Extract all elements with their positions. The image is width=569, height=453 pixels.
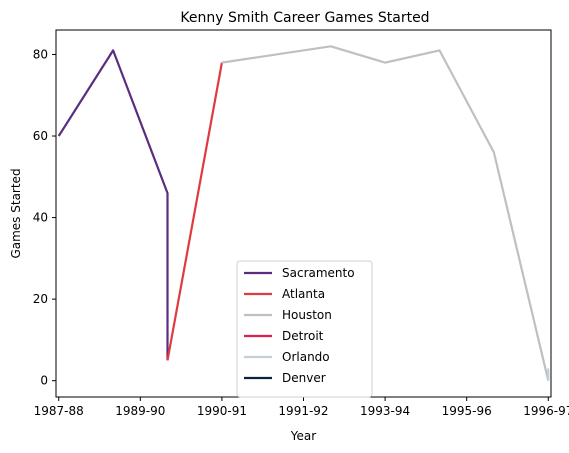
- y-tick-label: 60: [33, 129, 48, 143]
- y-tick-label: 80: [33, 47, 48, 61]
- x-tick-label: 1995-96: [442, 404, 492, 418]
- x-tick-label: 1989-90: [115, 404, 165, 418]
- legend-label: Detroit: [282, 329, 324, 343]
- legend-label: Orlando: [282, 350, 330, 364]
- x-tick-label: 1996-97: [523, 404, 569, 418]
- legend-label: Atlanta: [282, 287, 325, 301]
- legend-label: Houston: [282, 308, 332, 322]
- y-tick-label: 40: [33, 211, 48, 225]
- x-tick-label: 1987-88: [34, 404, 84, 418]
- y-tick-label: 0: [40, 374, 48, 388]
- legend: Sacramento Atlanta Houston Detroit Orlando De…: [236, 260, 373, 398]
- y-axis-title: Games Started: [9, 168, 23, 258]
- chart-title: Kenny Smith Career Games Started: [180, 10, 429, 26]
- series-line-houston: [221, 45, 550, 381]
- legend-label: Sacramento: [282, 266, 355, 280]
- x-tick-label: 1991-92: [278, 404, 328, 418]
- legend-label: Denver: [282, 371, 326, 385]
- x-tick-label: 1993-94: [360, 404, 410, 418]
- series-line-atlanta: [166, 62, 223, 361]
- x-axis-title: Year: [290, 429, 316, 443]
- series-line-sacramento: [57, 49, 169, 361]
- y-tick-label: 20: [33, 292, 48, 306]
- x-tick-label: 1990-91: [197, 404, 247, 418]
